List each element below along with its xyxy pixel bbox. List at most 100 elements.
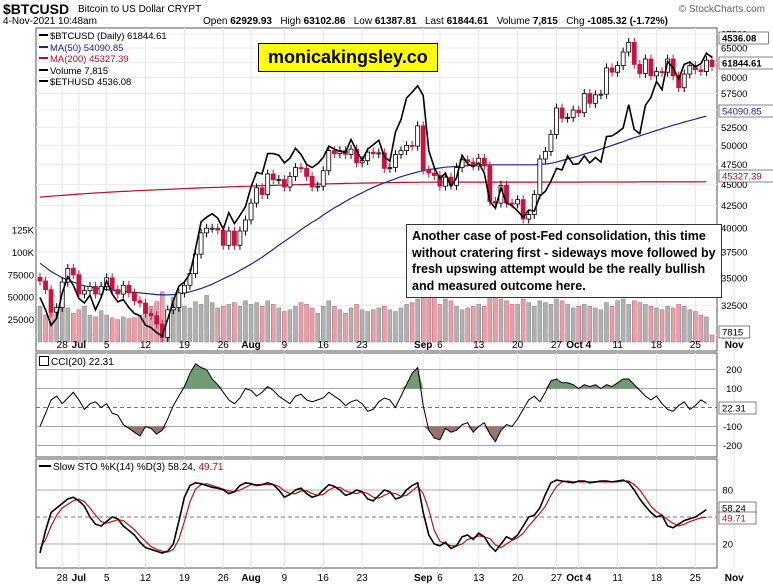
candle-body [642, 58, 648, 74]
volume-bar [293, 305, 298, 343]
x-tick-label: 26 [218, 573, 230, 584]
candle-body [554, 107, 559, 135]
low-value: 61387.81 [374, 16, 417, 27]
candle-body [581, 93, 587, 114]
volume-bar [687, 309, 693, 343]
candle-body [120, 284, 126, 295]
volume-bar [693, 311, 698, 343]
volume-bars [37, 286, 715, 343]
candle-body [376, 152, 382, 155]
volume-price-tag: 7815 [722, 328, 743, 339]
cci-tick-label: -200 [723, 441, 742, 452]
low-label: Low [353, 16, 373, 27]
candle-body [631, 41, 637, 65]
ma200-line [39, 181, 707, 198]
volume-bar [509, 304, 515, 343]
volume-bar [676, 304, 681, 343]
candle-body [37, 276, 43, 282]
candle-body [281, 179, 287, 188]
last-value: 61844.61 [446, 16, 489, 27]
legend-item: MA(200) 45327.39 [39, 54, 167, 66]
price-tick-label: 50000 [721, 141, 747, 152]
volume-bar [659, 309, 665, 343]
candle-body [315, 185, 321, 188]
volume-bar [71, 313, 76, 343]
ma50-line [39, 115, 707, 296]
candle-body [587, 93, 593, 104]
x-tick-label: 5 [104, 573, 110, 584]
candle-body [370, 151, 376, 155]
sto-legend: Slow STO %K(14) %D(3) 58.24, 49.71 [39, 462, 223, 473]
candle-body [309, 175, 315, 188]
volume-bar [470, 305, 476, 343]
candle-body [243, 219, 248, 232]
legend-swatch [39, 57, 48, 59]
candle-body [381, 152, 387, 169]
volume-bar [459, 309, 465, 343]
candle-body [420, 125, 426, 171]
candle-body [393, 154, 398, 168]
price-tick-label: 42500 [721, 201, 747, 212]
panel-frames [35, 27, 718, 569]
volume-bar [248, 304, 254, 343]
cci-panel: -200-1000100200 [36, 363, 742, 452]
volume-bar [570, 307, 576, 343]
volume-bar [526, 302, 531, 343]
volume-bar [309, 307, 315, 343]
candle-body [687, 65, 693, 75]
volume-bar [132, 317, 137, 343]
candle-body [254, 187, 259, 204]
candle-body [426, 169, 432, 174]
volume-bar [326, 300, 332, 343]
volume-tick-label: 75000 [8, 270, 34, 281]
candle-body [143, 302, 148, 314]
legend-swatch [39, 34, 48, 36]
legend-label: MA(200) 45327.39 [50, 54, 129, 65]
volume-bar [204, 295, 209, 343]
candle-body [331, 150, 337, 155]
candle-body [226, 230, 232, 246]
x-tick-label: 28 [57, 573, 69, 584]
last-label: Last [424, 16, 444, 27]
x-tick-label: 13 [473, 340, 485, 351]
volume-bar [254, 302, 259, 343]
candle-body [109, 277, 115, 291]
volume-bar [681, 305, 687, 343]
candle-body [215, 227, 221, 231]
volume-bar [271, 304, 276, 343]
watermark: monicakingsley.co [258, 43, 438, 72]
candle-body [520, 199, 526, 220]
price-tick-label: 65000 [721, 44, 747, 55]
volume-bar [159, 291, 165, 343]
price-tags: 4536.08 61844.61 54090.85 45327.39 7815 22.31… [718, 31, 773, 525]
candle-body [559, 107, 565, 119]
volume-bar [182, 305, 187, 343]
cci-value-tag: 22.31 [722, 404, 746, 415]
volume-tick-label: 100K [12, 248, 35, 259]
candle-body [620, 51, 626, 66]
x-tick-label: 27 [551, 340, 563, 351]
x-tick-label: Nov [725, 573, 744, 584]
candle-body [415, 125, 421, 147]
volume-bar [709, 334, 715, 343]
candle-body [692, 65, 698, 71]
volume-bar [704, 316, 709, 343]
volume-tick-label: 50000 [8, 293, 34, 304]
volume-bar [493, 291, 498, 343]
sto-legend-d-value: 49.71 [198, 462, 224, 473]
volume-bar [243, 300, 248, 343]
candle-body [137, 300, 143, 304]
last-price-tag: 61844.61 [722, 59, 762, 70]
volume-bar [448, 300, 454, 343]
x-tick-label: 20 [512, 340, 524, 351]
volume-bar [648, 305, 654, 343]
legend-item: $ETHUSD 4536.08 [39, 77, 167, 89]
x-tick-label: 16 [318, 340, 330, 351]
x-tick-label: 5 [104, 340, 110, 351]
volume-bar [232, 302, 237, 343]
volume-bar [643, 304, 648, 343]
candle-body [537, 158, 543, 195]
eth-overlay-line [39, 52, 713, 338]
volume-bar [354, 304, 359, 343]
candle-body [659, 71, 665, 73]
